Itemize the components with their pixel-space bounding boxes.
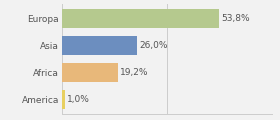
- Bar: [62, 9, 218, 28]
- Bar: [62, 63, 118, 82]
- Bar: [62, 36, 137, 55]
- Text: 1,0%: 1,0%: [67, 95, 90, 104]
- Text: 26,0%: 26,0%: [140, 41, 168, 50]
- Text: 53,8%: 53,8%: [221, 14, 249, 23]
- Text: 19,2%: 19,2%: [120, 68, 148, 77]
- Bar: [62, 90, 64, 109]
